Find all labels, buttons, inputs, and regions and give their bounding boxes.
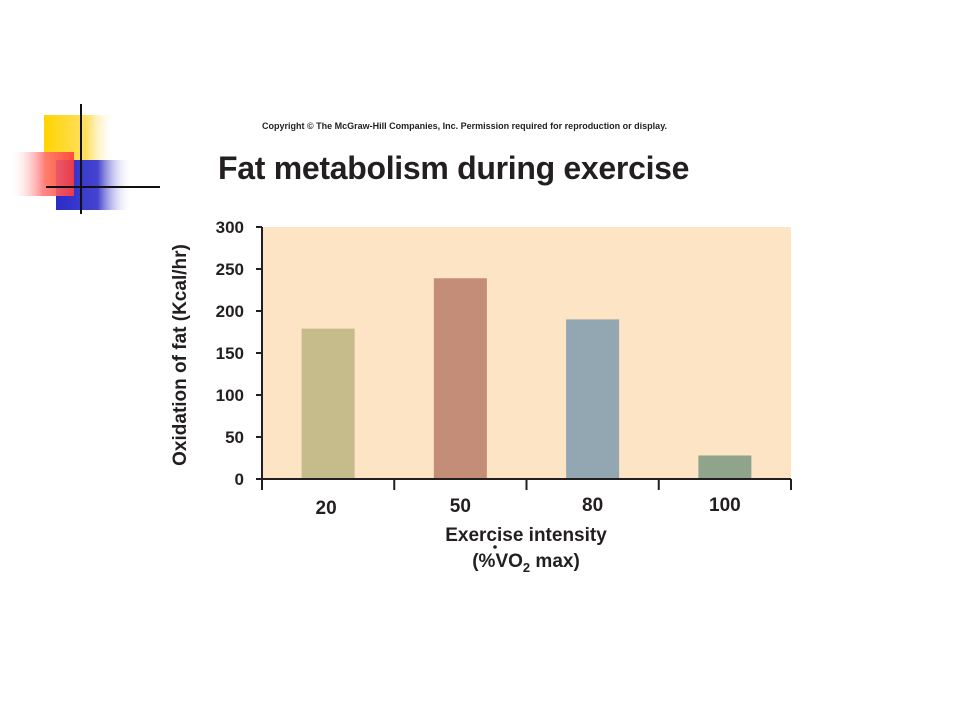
x-units-o: O	[508, 551, 523, 572]
y-tick-label: 150	[216, 344, 244, 363]
x-tick-label: 100	[709, 495, 741, 516]
v-dot-accent	[493, 545, 497, 549]
bar-50	[433, 278, 487, 479]
x-units-suffix: max)	[530, 551, 580, 572]
copyright-notice: Copyright © The McGraw-Hill Companies, I…	[262, 121, 668, 131]
y-tick-label: 250	[216, 260, 244, 279]
bar-100	[698, 455, 752, 479]
x-axis-label-units: (%VO2 max)	[472, 551, 580, 575]
y-tick-label: 100	[216, 386, 244, 405]
x-tick-label: 80	[582, 495, 603, 516]
slide-decoration	[12, 104, 160, 214]
y-tick-label: 0	[235, 470, 244, 489]
bar-series	[301, 278, 752, 479]
bar-20	[301, 328, 355, 479]
deco-red-square	[12, 152, 74, 196]
x-units-sub: 2	[523, 560, 530, 575]
chart-title: Fat metabolism during exercise	[218, 150, 690, 186]
y-tick-label: 300	[216, 218, 244, 237]
y-axis-label: Oxidation of fat (Kcal/hr)	[170, 244, 191, 466]
axes: 0 50 100 150 200 250 300 20 50 80 100	[216, 218, 792, 519]
x-axis-label: Exercise intensity	[445, 525, 607, 546]
y-tick-label: 50	[225, 428, 244, 447]
x-units-v: V	[495, 551, 508, 572]
x-tick-label: 50	[450, 496, 471, 517]
bar-80	[566, 319, 620, 479]
y-tick-label: 200	[216, 302, 244, 321]
x-units-prefix: (%	[472, 551, 495, 572]
x-tick-label: 20	[316, 498, 337, 519]
